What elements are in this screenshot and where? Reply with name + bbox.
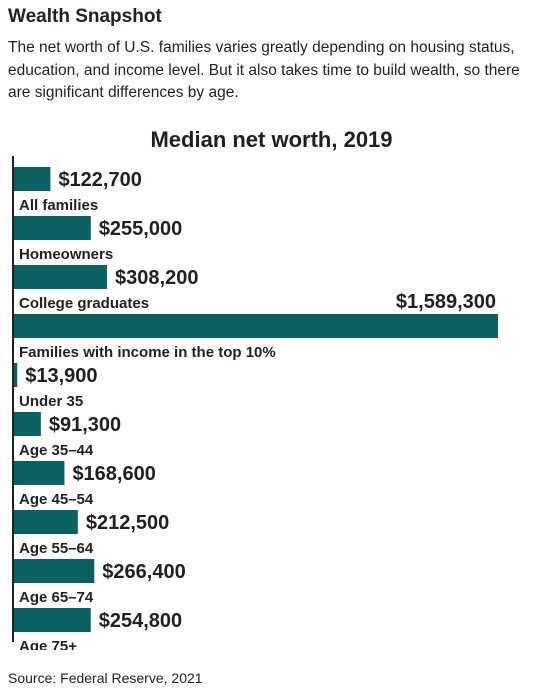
category-label: Age 65–74 (19, 589, 94, 606)
bar (13, 461, 65, 485)
bar-value-label: $1,589,300 (396, 291, 496, 313)
bar-value-label: $255,000 (99, 218, 182, 240)
bar-value-label: $212,500 (86, 512, 169, 534)
category-label: Age 35–44 (19, 442, 94, 459)
bar-value-label: $168,600 (72, 463, 155, 485)
source-note: Source: Federal Reserve, 2021 (8, 670, 203, 686)
bar (13, 265, 108, 289)
bar-value-label: $266,400 (102, 561, 185, 583)
category-label: Under 35 (19, 393, 83, 410)
bar (13, 167, 51, 191)
category-label: Families with income in the top 10% (19, 344, 276, 361)
chart-title: Median net worth, 2019 (150, 127, 393, 152)
category-label: Age 45–54 (19, 491, 94, 508)
bar-value-label: $91,300 (49, 414, 121, 436)
bar-value-label: $254,800 (99, 610, 182, 632)
dek: The net worth of U.S. families varies gr… (8, 39, 520, 101)
bar (13, 608, 91, 632)
category-label: Age 75+ (19, 638, 77, 650)
bar-value-label: $13,900 (25, 365, 97, 387)
bar (13, 314, 498, 338)
category-label: All families (19, 197, 98, 214)
category-label: Homeowners (19, 246, 113, 263)
headline: Wealth Snapshot (8, 6, 162, 27)
bar (13, 559, 95, 583)
bar (13, 510, 78, 534)
bar (13, 412, 41, 436)
category-label: Age 55–64 (19, 540, 94, 557)
bar (13, 363, 18, 387)
bar-chart: $122,700 All families$255,000 Homeowners$3… (12, 156, 498, 650)
bar-value-label: $122,700 (58, 169, 141, 191)
bar-value-label: $308,200 (115, 267, 198, 289)
category-label: College graduates (19, 295, 149, 312)
bar (13, 216, 91, 240)
